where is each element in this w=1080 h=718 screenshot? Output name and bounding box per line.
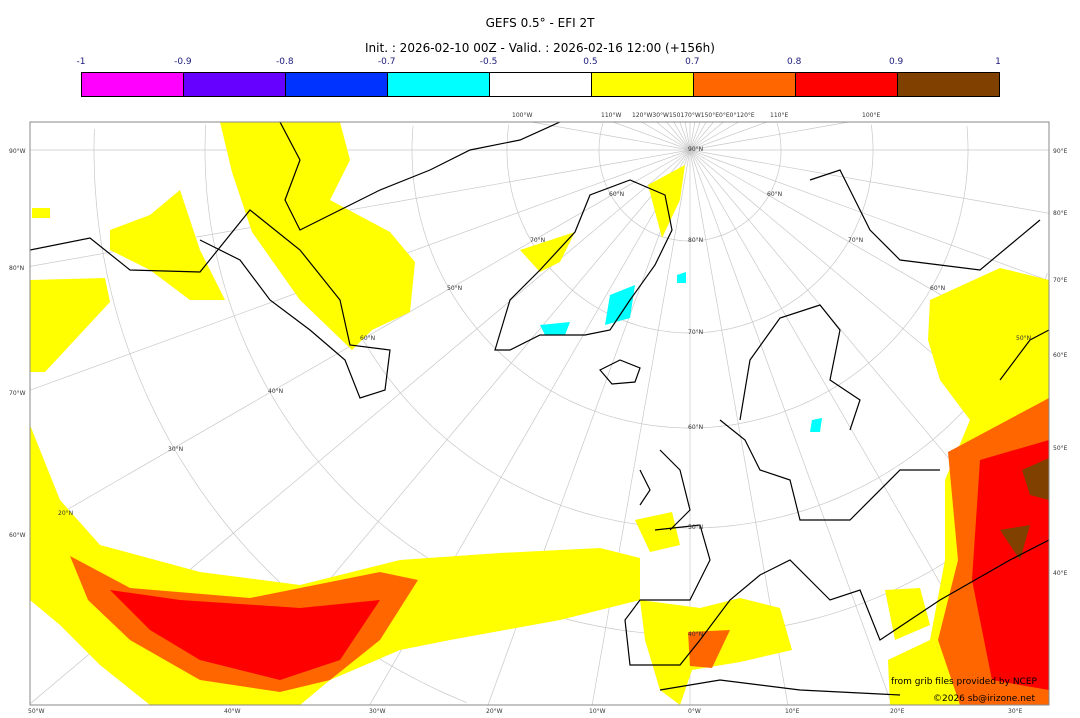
inner_lat-axis-label: 60°N [360,335,376,342]
inner_lat-axis-label: 50°N [1016,335,1032,342]
colorbar-swatch [82,73,184,96]
efi-red-areas [110,440,1049,690]
right-axis-label: 70°E [1053,277,1068,284]
bottom-axis-label: 30°E [1008,708,1023,715]
colorbar-tick: 0.8 [787,57,802,67]
meridian-line [666,122,691,151]
colorbar-tick: -0.8 [275,57,294,67]
left-axis-label: 90°W [9,148,26,155]
meridian-line [591,149,691,705]
right-axis-label: 60°E [1053,352,1068,359]
meridian-line [689,122,707,151]
right-axis-label: 50°E [1053,445,1068,452]
efi-cyan-areas [540,272,822,432]
latitude-circle [506,124,874,334]
meridian-line [689,122,768,151]
meridian-line [689,149,893,705]
inner_lat-axis-label: 30°N [168,446,184,453]
inner_lat-axis-label: 90°N [688,146,704,153]
inner_lat-axis-label: 50°N [447,285,463,292]
meridian-line [689,122,696,151]
inner_lat-axis-label: 70°N [530,237,546,244]
meridian-line [689,149,1049,214]
left-axis-label: 80°N [9,265,25,272]
meridian-line [679,122,691,151]
meridian-line [612,122,691,151]
top-axis-label: 110°W [601,112,622,119]
inner_lat-axis-label: 60°N [609,191,625,198]
colorbar-swatch [898,73,999,96]
right-axis-label: 80°E [1053,210,1068,217]
map-subtitle: Init. : 2026-02-10 00Z - Valid. : 2026-0… [365,41,715,55]
coastlines [30,122,1049,696]
meridian-line [656,122,691,151]
colorbar-tick: 1 [995,57,1001,67]
bottom-axis-label: 20°W [486,708,503,715]
map-title: GEFS 0.5° - EFI 2T [485,16,595,30]
data-source-credit: from grib files provided by NCEP [891,677,1037,687]
inner_lat-axis-label: 40°N [268,388,284,395]
right-axis-label: 40°E [1053,570,1068,577]
bottom-axis-label: 10°W [589,708,606,715]
meridian-line [689,122,724,151]
bottom-axis-label: 0°W [688,708,701,715]
meridian-line [684,122,691,151]
left-axis-label: 70°W [9,390,26,397]
meridian-line [689,122,714,151]
copyright-credit: ©2026 sb@irizone.net [933,694,1035,704]
bottom-axis-label: 50°W [28,708,45,715]
colorbar-tick: 0.9 [888,57,904,67]
inner_lat-axis-label: 80°N [688,237,704,244]
latitude-circle [411,125,969,429]
inner_lat-axis-label: 70°N [688,329,704,336]
top-axis-label: 110°E [770,112,789,119]
meridian-line [689,122,701,151]
right-axis-label: 90°E [1053,148,1068,155]
meridian-line [531,122,691,151]
meridian-line [673,122,691,151]
bottom-axis-label: 10°E [785,708,800,715]
colorbar-tick: -1 [76,57,86,67]
meridian-line [689,122,739,151]
bottom-axis-label: 20°E [890,708,905,715]
bottom-axis-label: 40°W [224,708,241,715]
inner_lat-axis-label: 60°N [767,191,783,198]
meridian-line [689,122,849,151]
meridian-line [689,149,1049,282]
inner_lat-axis-label: 60°N [688,424,704,431]
left-axis-label: 60°W [9,532,26,539]
colorbar-swatch [184,73,286,96]
colorbar-tick: -0.5 [479,57,498,67]
colorbar-tick: -0.9 [174,57,192,67]
inner_lat-axis-label: 70°N [848,237,864,244]
colorbar-legend [81,72,1000,97]
bottom-axis-label: 30°W [369,708,386,715]
colorbar-swatch [796,73,898,96]
top-axis-label: 100°W [512,112,533,119]
colorbar-swatch [388,73,490,96]
inner_lat-axis-label: 40°N [688,631,704,638]
colorbar-swatch [490,73,592,96]
colorbar-swatch [694,73,796,96]
meridian-line [641,122,691,151]
map-frame [29,121,1050,706]
inner_lat-axis-label: 20°N [58,510,74,517]
inner_lat-axis-label: 50°N [688,524,704,531]
colorbar-tick: 0.5 [583,57,598,67]
efi-brown-areas [1000,458,1049,560]
colorbar-swatch [592,73,694,96]
colorbar-swatch [286,73,388,96]
top-axis-label: 120°W30°W150170°W150°E0°E0°120°E [632,112,755,119]
inner_lat-axis-label: 60°N [930,285,946,292]
colorbar-tick: -0.7 [377,57,396,67]
colorbar-tick: 0.7 [685,57,700,67]
top-axis-label: 100°E [862,112,881,119]
